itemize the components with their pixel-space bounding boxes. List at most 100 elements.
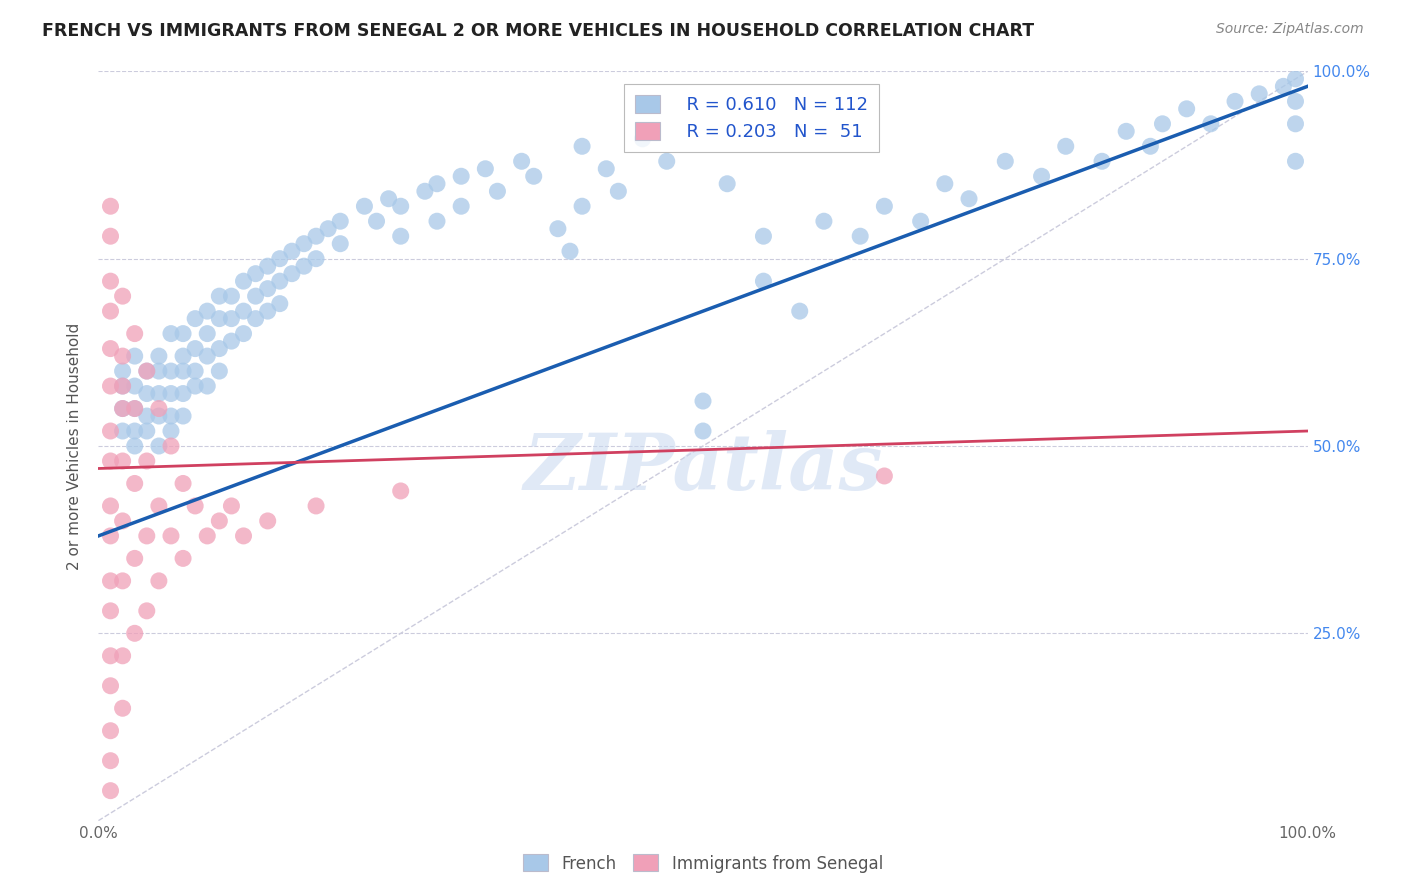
Point bbox=[160, 386, 183, 401]
Text: FRENCH VS IMMIGRANTS FROM SENEGAL 2 OR MORE VEHICLES IN HOUSEHOLD CORRELATION CH: FRENCH VS IMMIGRANTS FROM SENEGAL 2 OR M… bbox=[42, 22, 1035, 40]
Point bbox=[160, 409, 183, 423]
Point bbox=[813, 214, 835, 228]
Point bbox=[208, 514, 231, 528]
Point bbox=[305, 252, 328, 266]
Point bbox=[510, 154, 533, 169]
Point bbox=[100, 379, 122, 393]
Point bbox=[873, 469, 896, 483]
Point bbox=[111, 701, 134, 715]
Point bbox=[195, 529, 218, 543]
Point bbox=[100, 754, 122, 768]
Point bbox=[474, 161, 496, 176]
Y-axis label: 2 or more Vehicles in Household: 2 or more Vehicles in Household bbox=[67, 322, 83, 570]
Point bbox=[124, 476, 146, 491]
Point bbox=[1199, 117, 1222, 131]
Point bbox=[124, 401, 146, 416]
Point bbox=[256, 259, 278, 273]
Point bbox=[692, 394, 714, 409]
Point bbox=[413, 184, 436, 198]
Point bbox=[100, 229, 122, 244]
Point bbox=[221, 311, 243, 326]
Point bbox=[789, 304, 811, 318]
Point bbox=[655, 154, 678, 169]
Point bbox=[256, 514, 278, 528]
Point bbox=[716, 177, 738, 191]
Point bbox=[100, 304, 122, 318]
Point bbox=[195, 326, 218, 341]
Point bbox=[1115, 124, 1137, 138]
Point bbox=[148, 401, 170, 416]
Point bbox=[994, 154, 1017, 169]
Point bbox=[160, 326, 183, 341]
Point bbox=[547, 221, 569, 235]
Point bbox=[195, 304, 218, 318]
Point bbox=[232, 326, 254, 341]
Point bbox=[184, 342, 207, 356]
Point bbox=[305, 229, 328, 244]
Point bbox=[172, 386, 194, 401]
Point bbox=[100, 199, 122, 213]
Point bbox=[292, 259, 315, 273]
Point bbox=[111, 289, 134, 303]
Point bbox=[1152, 117, 1174, 131]
Point bbox=[426, 214, 449, 228]
Point bbox=[208, 364, 231, 378]
Point bbox=[366, 214, 388, 228]
Point bbox=[571, 139, 593, 153]
Point bbox=[172, 364, 194, 378]
Point bbox=[160, 439, 183, 453]
Point bbox=[558, 244, 581, 259]
Point bbox=[523, 169, 546, 184]
Legend:   R = 0.610   N = 112,   R = 0.203   N =  51: R = 0.610 N = 112, R = 0.203 N = 51 bbox=[624, 84, 879, 152]
Point bbox=[124, 379, 146, 393]
Point bbox=[486, 184, 509, 198]
Point bbox=[281, 267, 304, 281]
Point bbox=[184, 499, 207, 513]
Point bbox=[269, 252, 291, 266]
Point bbox=[245, 311, 267, 326]
Point bbox=[934, 177, 956, 191]
Point bbox=[135, 424, 157, 438]
Point bbox=[172, 551, 194, 566]
Point bbox=[752, 274, 775, 288]
Point bbox=[195, 349, 218, 363]
Point bbox=[100, 604, 122, 618]
Point bbox=[160, 529, 183, 543]
Point bbox=[692, 424, 714, 438]
Point bbox=[1054, 139, 1077, 153]
Point bbox=[305, 499, 328, 513]
Point bbox=[450, 199, 472, 213]
Point bbox=[873, 199, 896, 213]
Point bbox=[184, 311, 207, 326]
Point bbox=[184, 379, 207, 393]
Point bbox=[208, 342, 231, 356]
Point bbox=[1284, 154, 1306, 169]
Point bbox=[148, 409, 170, 423]
Point bbox=[232, 529, 254, 543]
Point bbox=[232, 274, 254, 288]
Point bbox=[100, 723, 122, 738]
Point bbox=[752, 229, 775, 244]
Point bbox=[100, 274, 122, 288]
Point bbox=[124, 349, 146, 363]
Point bbox=[172, 476, 194, 491]
Point bbox=[1031, 169, 1053, 184]
Point bbox=[245, 267, 267, 281]
Legend: French, Immigrants from Senegal: French, Immigrants from Senegal bbox=[516, 847, 890, 880]
Point bbox=[377, 192, 399, 206]
Point bbox=[281, 244, 304, 259]
Point bbox=[849, 229, 872, 244]
Point bbox=[232, 304, 254, 318]
Point bbox=[135, 604, 157, 618]
Point bbox=[135, 386, 157, 401]
Point bbox=[124, 439, 146, 453]
Point bbox=[111, 401, 134, 416]
Point bbox=[135, 364, 157, 378]
Point bbox=[450, 169, 472, 184]
Point bbox=[172, 409, 194, 423]
Point bbox=[111, 574, 134, 588]
Point bbox=[111, 379, 134, 393]
Point bbox=[100, 679, 122, 693]
Point bbox=[195, 379, 218, 393]
Point bbox=[135, 409, 157, 423]
